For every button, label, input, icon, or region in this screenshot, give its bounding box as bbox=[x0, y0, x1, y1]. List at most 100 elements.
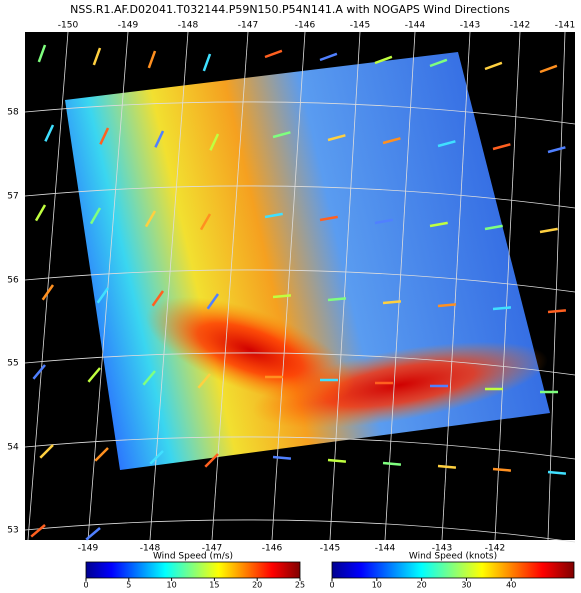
top-longitude-label: -147 bbox=[238, 21, 258, 31]
latitude-label: 57 bbox=[7, 192, 18, 202]
wind-arrow bbox=[147, 50, 157, 69]
wind-arrow bbox=[382, 300, 402, 305]
meridian bbox=[87, 31, 129, 541]
wind-arrow bbox=[327, 297, 347, 302]
meridian bbox=[149, 31, 189, 541]
colorbar bbox=[331, 561, 575, 579]
wind-arrow bbox=[199, 213, 212, 231]
meridian bbox=[384, 31, 416, 541]
wind-arrow bbox=[429, 58, 448, 68]
colorbar-tick-label: 0 bbox=[83, 581, 88, 590]
parallel bbox=[24, 101, 576, 125]
colorbar-tick-label: 10 bbox=[167, 581, 177, 590]
meridian bbox=[547, 31, 566, 541]
latitude-label: 54 bbox=[7, 443, 19, 453]
wind-arrow bbox=[197, 373, 211, 389]
wind-arrow bbox=[437, 464, 457, 469]
bottom-longitude-label: -145 bbox=[320, 544, 340, 554]
wind-arrow bbox=[547, 146, 566, 154]
wind-arrow bbox=[327, 134, 346, 142]
wind-arrow bbox=[437, 303, 457, 308]
wind-arrow bbox=[547, 309, 567, 314]
wind-arrow bbox=[99, 127, 110, 145]
colorbar-label: Wind Speed (m/s) bbox=[153, 552, 233, 562]
wind-arrow bbox=[437, 140, 456, 148]
colorbar-label: Wind Speed (knots) bbox=[409, 552, 497, 562]
meridian bbox=[271, 31, 306, 541]
wind-arrow bbox=[94, 447, 109, 462]
parallel bbox=[24, 185, 576, 209]
top-longitude-label: -143 bbox=[460, 21, 480, 31]
high-wind-region bbox=[145, 296, 355, 404]
colorbar-tick-label: 40 bbox=[506, 581, 516, 590]
colorbar-tick-label: 15 bbox=[209, 581, 219, 590]
parallel bbox=[24, 436, 576, 460]
wind-arrow bbox=[374, 218, 393, 225]
wind-arrow bbox=[382, 137, 401, 145]
top-longitude-label: -144 bbox=[405, 21, 426, 31]
wind-arrow bbox=[32, 364, 46, 380]
latitude-label: 56 bbox=[7, 276, 19, 286]
colorbar-tick-label: 0 bbox=[329, 581, 334, 590]
wind-arrow bbox=[492, 467, 512, 472]
parallel bbox=[24, 269, 576, 293]
wind-arrow bbox=[151, 290, 165, 307]
latitude-label: 55 bbox=[7, 359, 18, 369]
colorbar-tick-label: 25 bbox=[295, 581, 305, 590]
top-longitude-label: -148 bbox=[178, 21, 199, 31]
wind-arrow bbox=[264, 212, 283, 219]
top-longitude-label: -146 bbox=[295, 21, 316, 31]
wind-arrow bbox=[92, 47, 102, 66]
latitude-label: 53 bbox=[7, 526, 18, 536]
bottom-longitude-label: -148 bbox=[140, 544, 161, 554]
wind-arrow bbox=[539, 227, 558, 234]
wind-arrow bbox=[429, 221, 448, 228]
parallel bbox=[24, 352, 576, 376]
meridian bbox=[329, 31, 361, 541]
wind-arrow bbox=[206, 293, 220, 310]
wind-arrow bbox=[374, 55, 393, 65]
parallel bbox=[24, 519, 576, 543]
wind-arrow bbox=[272, 455, 292, 460]
wind-arrow bbox=[96, 287, 110, 304]
meridian bbox=[27, 31, 69, 541]
top-longitude-label: -145 bbox=[350, 21, 370, 31]
wind-arrow bbox=[382, 461, 402, 466]
wind-arrow bbox=[204, 453, 219, 468]
wind-arrow bbox=[492, 143, 511, 151]
wind-arrow bbox=[272, 294, 292, 299]
wind-arrow bbox=[202, 53, 212, 72]
wind-arrow bbox=[144, 210, 157, 228]
wind-arrow bbox=[30, 524, 46, 538]
wind-arrow bbox=[149, 450, 164, 465]
colorbar-tick-label: 10 bbox=[372, 581, 382, 590]
wind-arrow bbox=[89, 207, 102, 225]
colorbar-tick-label: 30 bbox=[461, 581, 471, 590]
wind-arrow bbox=[209, 133, 220, 151]
wind-arrow bbox=[327, 458, 347, 463]
title: NSS.R1.AF.D02041.T032144.P59N150.P54N141… bbox=[70, 3, 510, 16]
bottom-longitude-label: -142 bbox=[485, 544, 505, 554]
wind-arrow bbox=[547, 470, 567, 475]
wind-arrow bbox=[484, 224, 503, 231]
bottom-longitude-label: -144 bbox=[375, 544, 396, 554]
latitude-label: 58 bbox=[7, 108, 19, 118]
colorbar bbox=[85, 561, 301, 579]
wind-arrow bbox=[142, 370, 156, 386]
colorbar-tick-label: 5 bbox=[126, 581, 131, 590]
top-longitude-label: -142 bbox=[510, 21, 530, 31]
wind-arrow bbox=[39, 444, 54, 459]
top-longitude-label: -141 bbox=[555, 21, 575, 31]
meridian bbox=[441, 31, 471, 541]
bottom-longitude-label: -143 bbox=[432, 544, 452, 554]
wind-arrow bbox=[37, 44, 47, 63]
wind-arrow bbox=[264, 49, 283, 59]
graticule bbox=[24, 31, 576, 543]
wind-arrow bbox=[319, 52, 338, 62]
bottom-longitude-label: -146 bbox=[262, 544, 283, 554]
wind-arrow bbox=[34, 204, 47, 222]
top-longitude-label: -150 bbox=[58, 21, 79, 31]
wind-arrow bbox=[85, 527, 101, 541]
